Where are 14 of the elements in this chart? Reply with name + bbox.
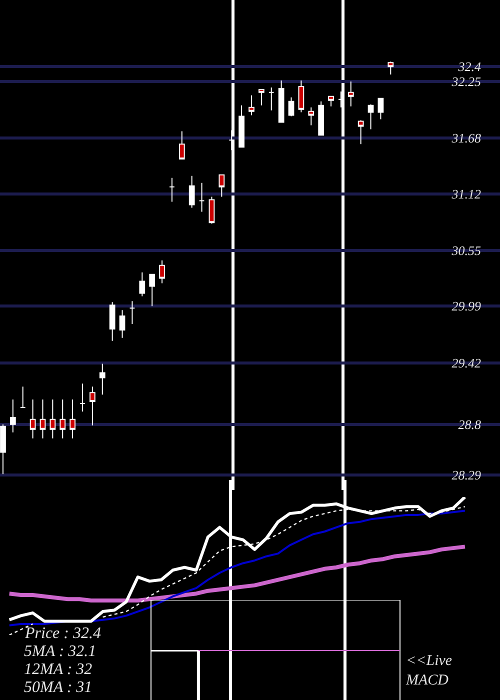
text: 50MA : 31 [24,679,92,696]
y-tick-label: 32.25 [450,74,482,90]
y-tick-label: 28.29 [452,468,482,483]
y-tick-label: 28.8 [458,416,482,432]
y-tick-label: 30.55 [450,243,482,258]
text: 12MA : 32 [24,661,92,678]
y-tick-label: 32.4 [457,59,482,74]
y-tick-label: 31.12 [450,186,482,202]
text: <<Live MACD [405,653,452,688]
annotation: Price : 32.4 [24,625,101,642]
y-tick-label: 29.42 [452,355,482,370]
y-tick-label: 31.68 [450,130,482,146]
y-tick-label: 29.99 [452,298,482,314]
text: 5MA : 32.1 [24,643,96,660]
